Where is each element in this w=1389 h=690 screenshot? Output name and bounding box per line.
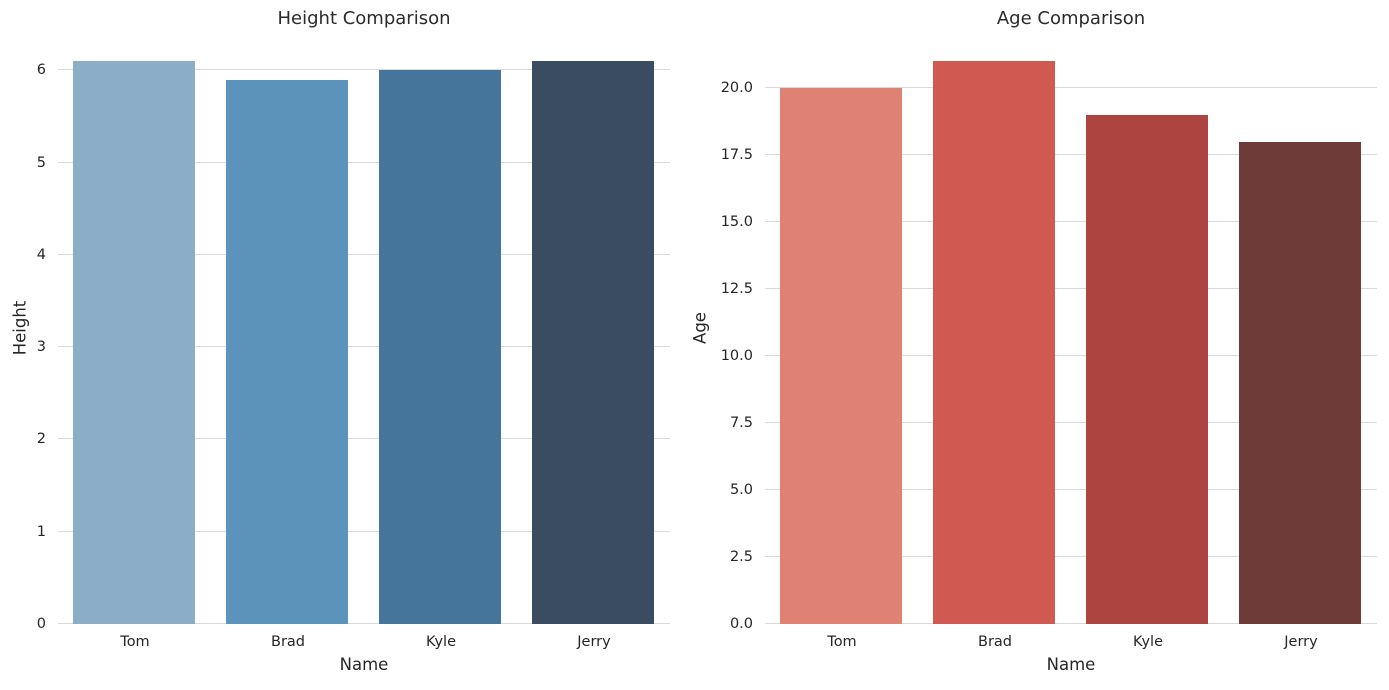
bar-tom: [73, 61, 195, 624]
gridline-y-5: [765, 489, 1377, 490]
bar-kyle: [1086, 115, 1208, 624]
y-tick-label: 5.0: [729, 482, 753, 498]
y-tick-label: 4: [36, 247, 46, 263]
x-tick-label-tom: Tom: [827, 634, 857, 650]
gridline-y-1: [58, 531, 670, 532]
height-chart-plot-area: [58, 33, 670, 624]
gridline-y-5: [58, 162, 670, 163]
bar-jerry: [532, 61, 654, 624]
y-tick-label: 12.5: [720, 281, 753, 297]
x-tick-label-brad: Brad: [271, 634, 305, 650]
gridline-y-4: [58, 254, 670, 255]
gridline-y-12.5: [765, 288, 1377, 289]
y-tick-label: 17.5: [720, 147, 753, 163]
gridline-y-2: [58, 438, 670, 439]
bar-brad: [933, 61, 1055, 624]
y-tick-label: 20.0: [720, 80, 753, 96]
age-x-axis-label: Name: [1046, 655, 1096, 674]
bar-brad: [226, 80, 348, 624]
age-chart-plot-area: [765, 33, 1377, 624]
y-tick-label: 5: [36, 155, 46, 171]
age-chart-title: Age Comparison: [996, 8, 1146, 29]
y-tick-label: 10.0: [720, 348, 753, 364]
x-tick-label-brad: Brad: [978, 634, 1012, 650]
gridline-y-2.5: [765, 556, 1377, 557]
gridline-y-0: [765, 623, 1377, 624]
y-tick-label: 7.5: [729, 415, 753, 431]
gridline-y-6: [58, 69, 670, 70]
bar-jerry: [1239, 142, 1361, 624]
gridline-y-15: [765, 221, 1377, 222]
y-tick-label: 15.0: [720, 214, 753, 230]
x-tick-label-jerry: Jerry: [1284, 634, 1318, 650]
bar-kyle: [379, 70, 501, 624]
gridline-y-7.5: [765, 422, 1377, 423]
age-y-axis-label: Age: [690, 312, 710, 344]
bar-tom: [780, 88, 902, 624]
y-tick-label: 6: [36, 62, 46, 78]
y-tick-label: 3: [36, 339, 46, 355]
y-tick-label: 1: [36, 524, 46, 540]
x-tick-label-kyle: Kyle: [1133, 634, 1163, 650]
gridline-y-17.5: [765, 154, 1377, 155]
y-tick-label: 0: [36, 616, 46, 632]
gridline-y-3: [58, 346, 670, 347]
gridline-y-0: [58, 623, 670, 624]
height-chart-title: Height Comparison: [277, 8, 451, 29]
x-tick-label-tom: Tom: [120, 634, 150, 650]
gridline-y-20: [765, 87, 1377, 88]
x-tick-label-jerry: Jerry: [577, 634, 611, 650]
gridline-y-10: [765, 355, 1377, 356]
x-tick-label-kyle: Kyle: [426, 634, 456, 650]
y-tick-label: 2.5: [729, 549, 753, 565]
y-tick-label: 0.0: [729, 616, 753, 632]
y-tick-label: 2: [36, 431, 46, 447]
height-x-axis-label: Name: [339, 655, 389, 674]
